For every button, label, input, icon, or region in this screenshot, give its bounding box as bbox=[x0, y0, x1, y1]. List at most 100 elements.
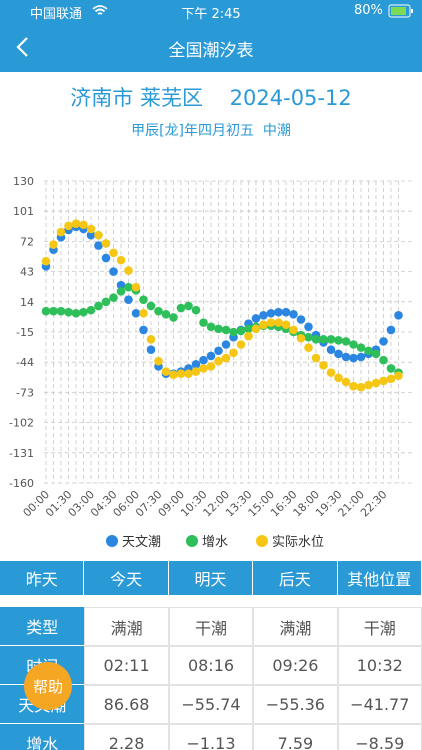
point bbox=[116, 287, 126, 296]
point bbox=[101, 297, 111, 307]
point bbox=[356, 343, 366, 352]
point bbox=[94, 241, 103, 250]
point bbox=[341, 377, 351, 387]
point bbox=[341, 337, 351, 346]
point bbox=[146, 301, 156, 311]
point bbox=[386, 374, 396, 384]
y-tick-label: 130 bbox=[13, 175, 34, 188]
point bbox=[311, 353, 321, 363]
tab[interactable]: 后天 bbox=[253, 561, 338, 595]
status-bar: 中国联通 下午 2:45 80% bbox=[0, 0, 422, 22]
point bbox=[94, 230, 103, 240]
table-cell: 09:26 bbox=[253, 646, 338, 685]
point bbox=[221, 340, 231, 349]
table-cell: 干潮 bbox=[337, 607, 422, 646]
table-cell: 86.68 bbox=[84, 685, 169, 724]
point bbox=[49, 240, 58, 249]
point bbox=[379, 355, 388, 365]
point bbox=[326, 368, 336, 377]
help-button[interactable]: 帮助 bbox=[24, 662, 72, 710]
tab[interactable]: 其他位置 bbox=[337, 561, 422, 595]
point bbox=[334, 349, 343, 359]
point bbox=[274, 307, 283, 317]
point bbox=[116, 255, 126, 265]
point bbox=[214, 356, 223, 366]
wifi-icon bbox=[92, 5, 108, 15]
point bbox=[124, 282, 133, 292]
legend-label: 天文潮 bbox=[122, 535, 161, 550]
y-tick-label: -73 bbox=[16, 386, 34, 399]
point bbox=[251, 314, 261, 323]
point bbox=[139, 325, 148, 335]
point bbox=[191, 367, 201, 376]
point bbox=[131, 308, 141, 318]
point bbox=[311, 334, 321, 344]
point bbox=[154, 306, 163, 316]
table-cell: −1.13 bbox=[168, 724, 254, 750]
point bbox=[139, 308, 148, 318]
tab[interactable]: 明天 bbox=[168, 561, 254, 595]
point bbox=[319, 334, 328, 344]
point bbox=[229, 327, 238, 337]
point bbox=[214, 346, 223, 356]
header-line: 济南市 莱芜区 2024-05-12 bbox=[0, 82, 422, 112]
point bbox=[296, 333, 306, 343]
table-cell: 干潮 bbox=[168, 607, 254, 646]
table-cell: 满潮 bbox=[253, 607, 338, 646]
point bbox=[221, 353, 231, 363]
point bbox=[86, 305, 96, 315]
point bbox=[236, 340, 246, 349]
point bbox=[124, 295, 133, 305]
point bbox=[364, 380, 373, 390]
point bbox=[191, 359, 201, 369]
point bbox=[319, 361, 328, 370]
point bbox=[281, 320, 291, 330]
point bbox=[41, 256, 51, 266]
point bbox=[86, 224, 96, 234]
legend-label: 实际水位 bbox=[272, 535, 324, 550]
back-button[interactable] bbox=[14, 36, 30, 58]
tab[interactable]: 今天 bbox=[84, 561, 169, 595]
point bbox=[356, 382, 366, 392]
point bbox=[176, 303, 186, 313]
point bbox=[266, 308, 276, 318]
table-cell: 7.59 bbox=[253, 724, 338, 750]
point bbox=[56, 306, 66, 316]
point bbox=[349, 353, 358, 363]
point bbox=[356, 352, 366, 362]
date: 2024-05-12 bbox=[229, 86, 352, 110]
table-cell: 2.28 bbox=[84, 724, 169, 750]
point bbox=[56, 227, 66, 237]
point bbox=[154, 356, 163, 366]
battery-text: 80% bbox=[354, 3, 383, 18]
table-cell: 满潮 bbox=[84, 607, 169, 646]
y-tick-label: 14 bbox=[20, 296, 34, 309]
point bbox=[199, 318, 208, 327]
nav-title: 全国潮汐表 bbox=[168, 41, 254, 61]
point bbox=[191, 305, 201, 315]
point bbox=[41, 306, 51, 316]
location: 济南市 莱芜区 bbox=[70, 86, 203, 110]
point bbox=[236, 326, 246, 336]
point bbox=[64, 307, 73, 317]
point bbox=[101, 253, 111, 263]
point bbox=[364, 346, 373, 356]
carrier: 中国联通 bbox=[30, 7, 83, 22]
point bbox=[139, 295, 148, 305]
legend-swatch bbox=[106, 535, 118, 547]
point bbox=[244, 324, 253, 334]
point bbox=[229, 348, 238, 358]
point bbox=[176, 369, 186, 378]
table-cell: −55.74 bbox=[168, 685, 254, 724]
y-tick-label: -102 bbox=[9, 417, 34, 430]
point bbox=[304, 343, 313, 352]
point bbox=[169, 370, 178, 379]
point bbox=[326, 334, 336, 344]
point bbox=[109, 293, 118, 302]
table-cell: −55.36 bbox=[253, 685, 338, 724]
tab[interactable]: 昨天 bbox=[0, 561, 85, 595]
point bbox=[161, 309, 171, 319]
point bbox=[64, 221, 73, 231]
table-cell: 10:32 bbox=[337, 646, 422, 685]
